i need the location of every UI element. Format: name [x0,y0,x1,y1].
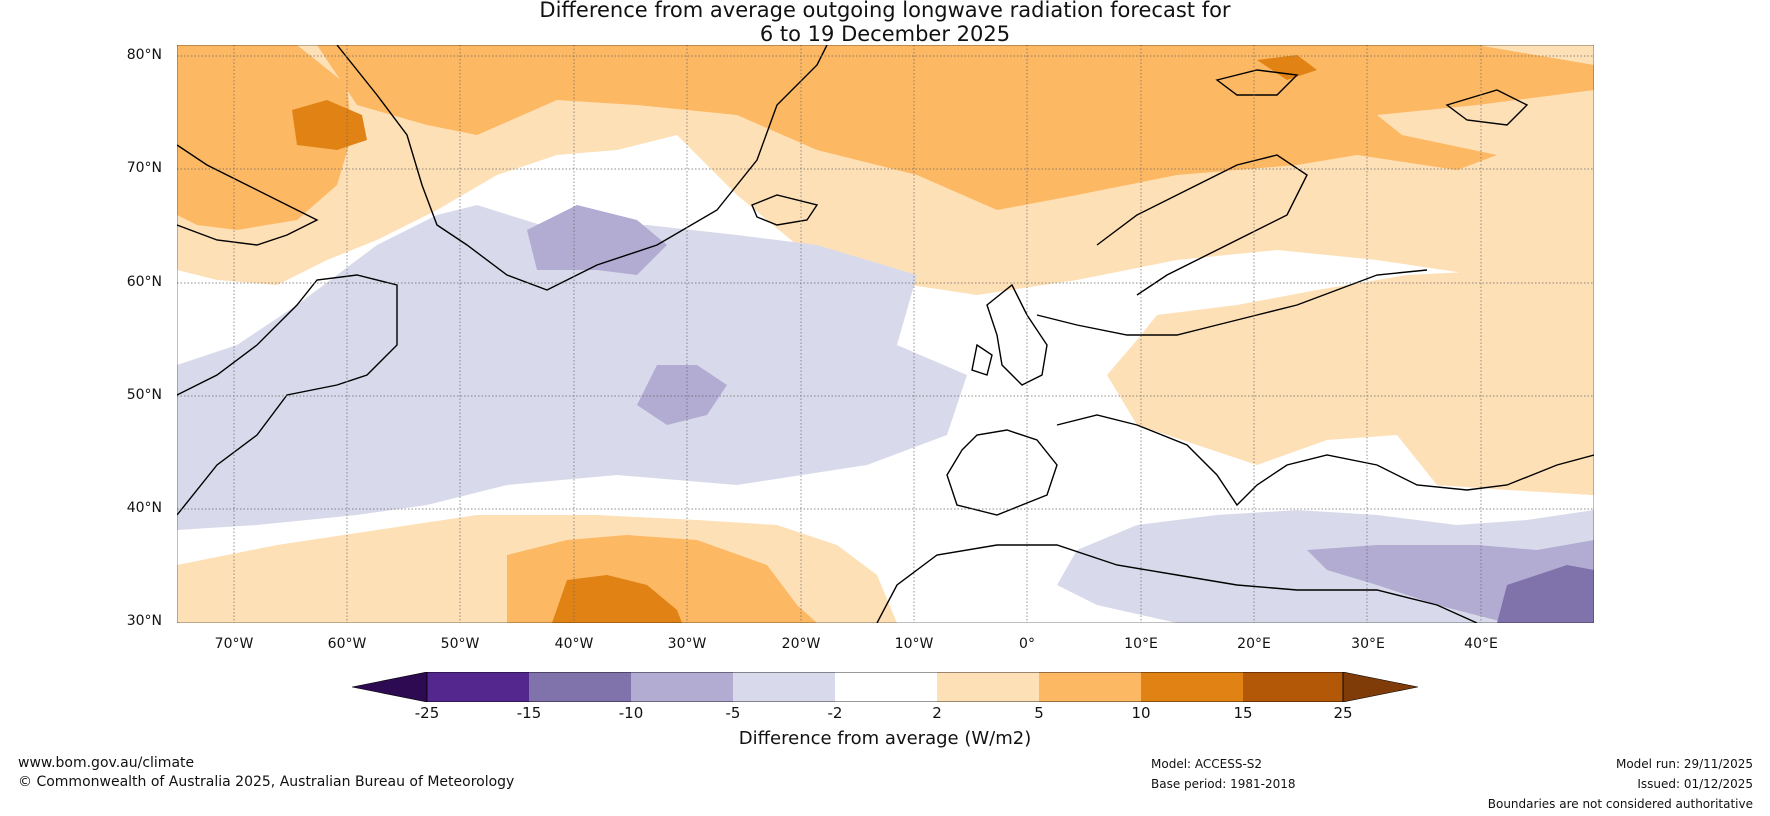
footer-issued: Issued: 01/12/2025 [1637,777,1753,791]
colorbar-bin-8 [1141,672,1243,702]
colorbar-frame [426,672,1344,702]
footer-model-run: Model run: 29/11/2025 [1615,757,1753,771]
anomaly-map [177,45,1594,623]
anomaly-region-greenland-dark-orange [292,100,367,150]
lat-label-60n: 60°N [126,274,162,290]
title-line-2: 6 to 19 December 2025 [759,22,1011,46]
map-panel [177,45,1594,623]
lat-label-80n: 80°N [126,47,162,63]
colorbar-bin-1 [427,672,529,702]
colorbar-tick--2: -2 [827,704,843,722]
colorbar-tick-10: 10 [1131,704,1151,722]
lon-label-50w: 50°W [440,636,480,652]
colorbar-tick--5: -5 [725,704,741,722]
anomaly-region-atlantic-mid-purple-1 [527,205,667,275]
colorbar-bin-3 [631,672,733,702]
colorbar-bin-5 [835,672,937,702]
lat-label-70n: 70°N [126,160,162,176]
lon-label-40e: 40°E [1464,636,1498,652]
lat-label-30n: 30°N [126,613,162,629]
chart-title: Difference from average outgoing longwav… [0,0,1770,46]
lat-label-40n: 40°N [126,500,162,516]
lon-label-30e: 30°E [1351,636,1385,652]
colorbar-extend-low [352,672,428,702]
footer-website: www.bom.gov.au/climate [18,755,195,771]
anomaly-region-greenland-orange [177,45,352,230]
coastlines [177,45,1594,623]
colorbar-bin-2 [529,672,631,702]
footer-disclaimer: Boundaries are not considered authoritat… [1487,797,1753,811]
lon-label-70w: 70°W [214,636,254,652]
colorbar-label: Difference from average (W/m2) [738,728,1032,749]
colorbar-tick-5: 5 [1034,704,1044,722]
lon-label-20w: 20°W [781,636,821,652]
lon-label-30w: 30°W [667,636,707,652]
footer-copyright: © Commonwealth of Australia 2025, Austra… [18,774,515,790]
lat-label-50n: 50°N [126,387,162,403]
colorbar-bin-4 [733,672,835,702]
footer-model: Model: ACCESS-S2 [1151,757,1263,771]
lon-label-10e: 10°E [1124,636,1158,652]
anomaly-region-atlantic-mid-purple-2 [637,365,727,425]
lon-label-10w: 10°W [894,636,934,652]
colorbar-bin-6 [937,672,1039,702]
lon-label-60w: 60°W [327,636,367,652]
colorbar-tick--25: -25 [414,704,440,722]
colorbar-tick-15: 15 [1233,704,1253,722]
colorbar-tick--15: -15 [516,704,542,722]
colorbar-tick-2: 2 [932,704,942,722]
colorbar-tick--10: -10 [618,704,644,722]
anomaly-region-subtropical-dark-orange [552,575,682,623]
colorbar-extend-high [1342,672,1418,702]
anomaly-region-europe-light-orange [1107,260,1594,495]
colorbar [352,672,1418,702]
footer-base-period: Base period: 1981-2018 [1151,777,1296,791]
lon-label-40w: 40°W [554,636,594,652]
anomaly-region-svalbard-dark-orange [1257,55,1317,80]
lon-label-20e: 20°E [1237,636,1271,652]
lon-label-0: 0° [1019,636,1035,652]
colorbar-bin-9 [1243,672,1343,702]
graticule [177,45,1594,623]
colorbar-bin-7 [1039,672,1141,702]
anomaly-region-arctic-orange [317,45,1594,210]
colorbar-tick-25: 25 [1333,704,1353,722]
anomaly-region-east-med-dark-purple [1497,565,1594,623]
title-line-1: Difference from average outgoing longwav… [539,0,1231,22]
anomaly-region-atlantic-light-purple [177,205,967,530]
